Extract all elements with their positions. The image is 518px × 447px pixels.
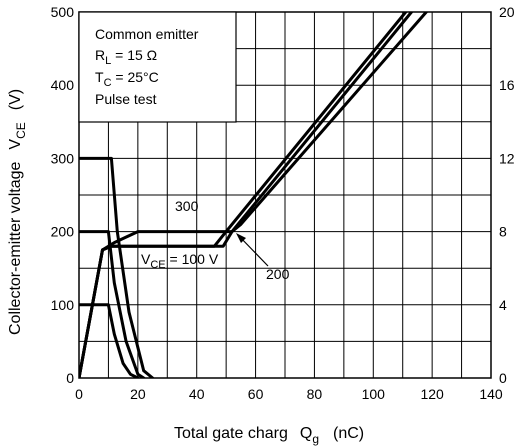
- x-axis-title: Total gate charg Qg (nC): [174, 425, 364, 446]
- y-tick-label: 300: [51, 150, 75, 166]
- annotation-vce-100: VCE = 100 V: [141, 251, 219, 271]
- x-tick-label: 40: [189, 386, 205, 402]
- series-line-3: [79, 156, 155, 378]
- conditions-box: [78, 11, 237, 123]
- y2-tick-label: 16: [499, 77, 515, 93]
- annotation-vce-200: 200: [266, 266, 290, 282]
- y2-tick-label: 20: [499, 4, 515, 20]
- condition-common-emitter: Common emitter: [95, 26, 199, 42]
- y-tick-label: 100: [51, 297, 75, 313]
- y2-tick-label: 4: [499, 297, 507, 313]
- condition-load-resistance: RL = 15 Ω: [95, 47, 157, 67]
- y-axis-title-group: Collector-emitter voltageVCE(V): [7, 89, 28, 335]
- y2-tick-label: 8: [499, 224, 507, 240]
- y-tick-label: 500: [51, 4, 75, 20]
- x-tick-label: 0: [75, 386, 83, 402]
- y-tick-label: 0: [66, 370, 74, 386]
- annotation-arrowhead-200: [236, 233, 246, 243]
- x-tick-label: 60: [248, 386, 264, 402]
- x-tick-label: 140: [479, 386, 503, 402]
- y2-tick-labels: 0 4 8 12 16 20: [499, 4, 515, 386]
- y-tick-label: 200: [51, 224, 75, 240]
- annotation-vce-300: 300: [175, 198, 199, 214]
- condition-pulse-test: Pulse test: [95, 91, 157, 107]
- series-line-1: [79, 303, 140, 378]
- series-group: [79, 12, 428, 378]
- x-tick-label: 120: [420, 386, 444, 402]
- x-tick-label: 80: [307, 386, 323, 402]
- condition-case-temperature: TC = 25°C: [95, 69, 159, 89]
- y2-tick-label: 0: [499, 370, 507, 386]
- x-tick-labels: 0 20 40 60 80 100 120 140: [75, 386, 503, 402]
- series-line-6: [79, 12, 428, 378]
- series-line-2: [79, 230, 146, 378]
- y2-tick-label: 12: [499, 150, 515, 166]
- x-tick-label: 20: [130, 386, 146, 402]
- y-axis-title: Collector-emitter voltageVCE(V): [7, 89, 28, 335]
- y-tick-labels: 0 100 200 300 400 500: [51, 4, 75, 386]
- y-tick-label: 400: [51, 77, 75, 93]
- x-tick-label: 100: [362, 386, 386, 402]
